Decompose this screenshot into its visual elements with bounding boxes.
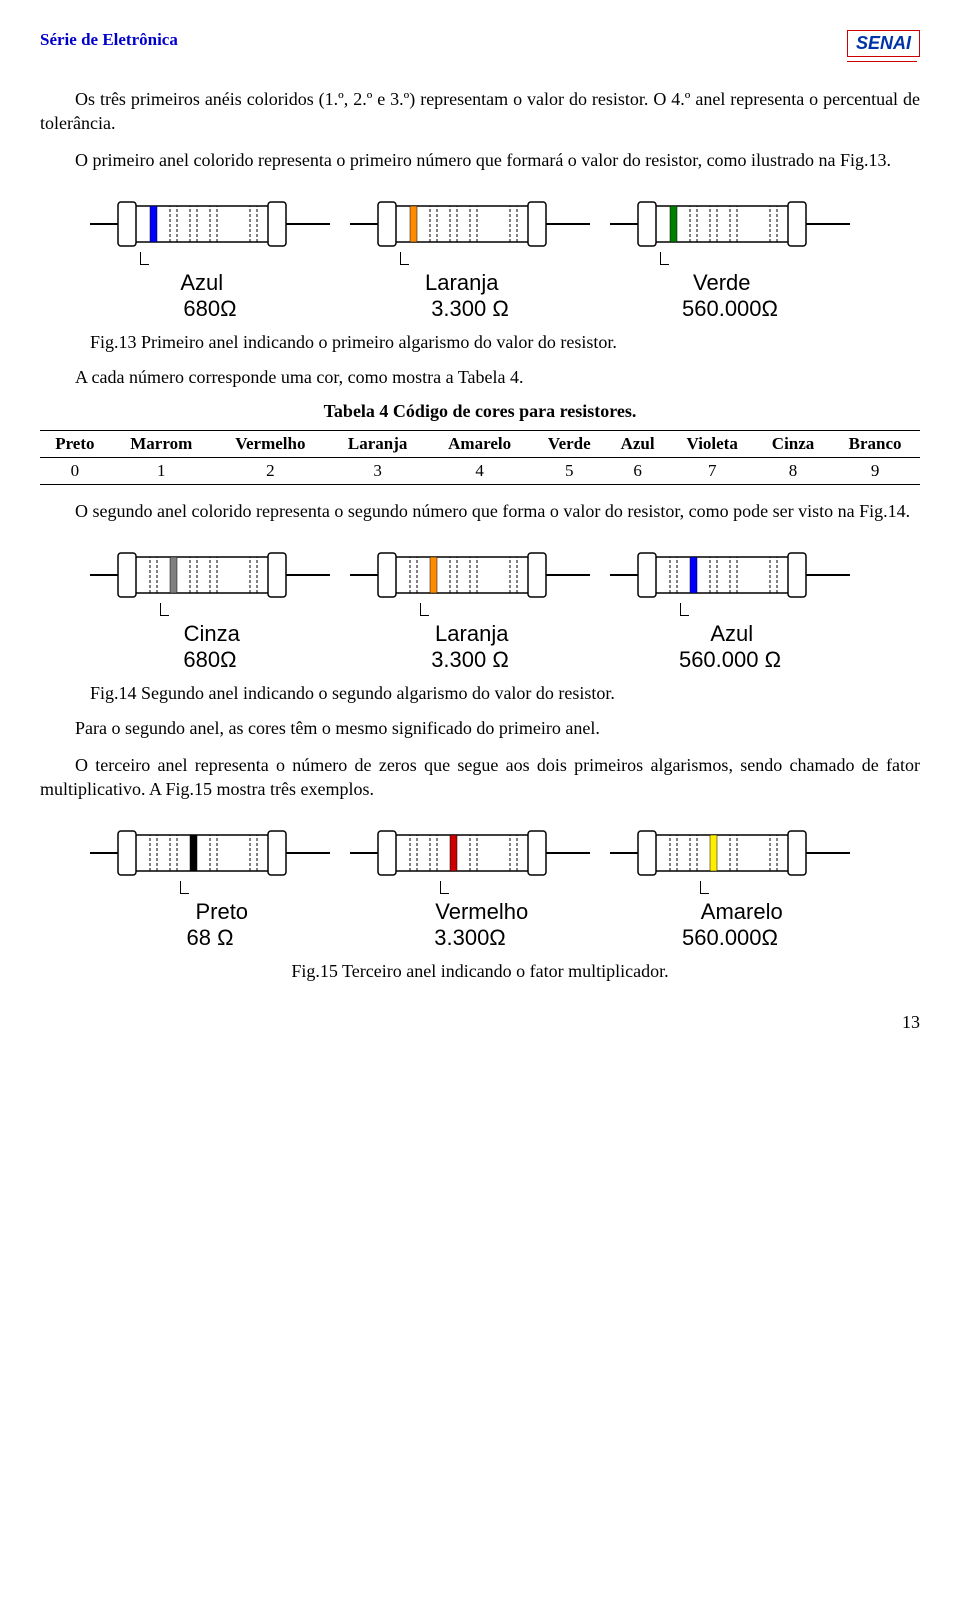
table-header-cell: Laranja — [328, 431, 427, 458]
table-value-cell: 5 — [532, 458, 607, 485]
table-value-cell: 0 — [40, 458, 110, 485]
color-label: Laranja — [425, 270, 498, 296]
logo-wrap: SENAI — [847, 30, 920, 62]
table-header-cell: Vermelho — [213, 431, 328, 458]
resistance-value: 3.300 Ω — [431, 647, 509, 673]
table-header-cell: Preto — [40, 431, 110, 458]
resistor-block: Cinza680Ω — [80, 543, 340, 673]
table-value-cell: 7 — [669, 458, 756, 485]
table-value-cell: 1 — [110, 458, 213, 485]
paragraph-3: A cada número corresponde uma cor, como … — [40, 365, 920, 389]
header-title: Série de Eletrônica — [40, 30, 178, 50]
table-value-cell: 6 — [607, 458, 669, 485]
pointer-connector — [340, 881, 600, 899]
figure-14: Cinza680ΩLaranja3.300 ΩAzul560.000 Ω — [80, 543, 860, 673]
table-header-cell: Verde — [532, 431, 607, 458]
figure-13: Azul680ΩLaranja3.300 ΩVerde560.000Ω — [80, 192, 860, 322]
table-value-row: 0123456789 — [40, 458, 920, 485]
table-header-cell: Violeta — [669, 431, 756, 458]
caption-fig13: Fig.13 Primeiro anel indicando o primeir… — [90, 332, 920, 353]
color-label: Preto — [195, 899, 248, 925]
resistor-icon — [610, 543, 850, 603]
resistor-block: Azul560.000 Ω — [600, 543, 860, 673]
pointer-connector — [80, 603, 340, 621]
figure-15: Preto68 ΩVermelho3.300ΩAmarelo560.000Ω — [80, 821, 860, 951]
color-label: Azul — [710, 621, 753, 647]
table-value-cell: 3 — [328, 458, 427, 485]
caption-tab4: Tabela 4 Código de cores para resistores… — [40, 401, 920, 422]
pointer-connector — [340, 252, 600, 270]
color-label: Vermelho — [435, 899, 528, 925]
resistor-block: Vermelho3.300Ω — [340, 821, 600, 951]
table-header-cell: Amarelo — [427, 431, 531, 458]
logo-underline — [847, 58, 917, 62]
paragraph-2: O primeiro anel colorido representa o pr… — [40, 148, 920, 172]
table-header-cell: Azul — [607, 431, 669, 458]
pointer-connector — [80, 881, 340, 899]
pointer-connector — [600, 881, 860, 899]
resistance-value: 680Ω — [183, 296, 236, 322]
resistance-value: 3.300Ω — [434, 925, 506, 951]
resistor-block: Amarelo560.000Ω — [600, 821, 860, 951]
color-label: Amarelo — [701, 899, 783, 925]
color-label: Cinza — [184, 621, 240, 647]
resistance-value: 68 Ω — [186, 925, 233, 951]
table-header-row: PretoMarromVermelhoLaranjaAmareloVerdeAz… — [40, 431, 920, 458]
pointer-connector — [600, 603, 860, 621]
resistor-icon — [90, 192, 330, 252]
resistor-block: Laranja3.300 Ω — [340, 543, 600, 673]
resistor-icon — [90, 543, 330, 603]
table-4: PretoMarromVermelhoLaranjaAmareloVerdeAz… — [40, 430, 920, 485]
pointer-connector — [340, 603, 600, 621]
resistance-value: 3.300 Ω — [431, 296, 509, 322]
resistor-block: Verde560.000Ω — [600, 192, 860, 322]
color-label: Azul — [180, 270, 223, 296]
pointer-connector — [600, 252, 860, 270]
resistor-icon — [610, 192, 850, 252]
resistor-icon — [350, 543, 590, 603]
resistor-icon — [90, 821, 330, 881]
table-value-cell: 4 — [427, 458, 531, 485]
caption-fig15: Fig.15 Terceiro anel indicando o fator m… — [40, 961, 920, 982]
paragraph-4: O segundo anel colorido representa o seg… — [40, 499, 920, 523]
resistor-block: Azul680Ω — [80, 192, 340, 322]
resistance-value: 560.000Ω — [682, 925, 778, 951]
resistor-block: Preto68 Ω — [80, 821, 340, 951]
resistance-value: 560.000 Ω — [679, 647, 781, 673]
table-header-cell: Branco — [830, 431, 920, 458]
pointer-connector — [80, 252, 340, 270]
resistor-icon — [350, 821, 590, 881]
paragraph-1: Os três primeiros anéis coloridos (1.º, … — [40, 87, 920, 136]
resistor-icon — [610, 821, 850, 881]
resistance-value: 560.000Ω — [682, 296, 778, 322]
paragraph-6: O terceiro anel representa o número de z… — [40, 753, 920, 802]
table-value-cell: 2 — [213, 458, 328, 485]
page-header: Série de Eletrônica SENAI — [40, 30, 920, 62]
paragraph-5: Para o segundo anel, as cores têm o mesm… — [40, 716, 920, 740]
caption-fig14: Fig.14 Segundo anel indicando o segundo … — [90, 683, 920, 704]
resistance-value: 680Ω — [183, 647, 236, 673]
table-value-cell: 8 — [756, 458, 830, 485]
table-value-cell: 9 — [830, 458, 920, 485]
senai-logo: SENAI — [847, 30, 920, 57]
table-header-cell: Cinza — [756, 431, 830, 458]
color-label: Verde — [693, 270, 751, 296]
page-number: 13 — [40, 1012, 920, 1033]
resistor-icon — [350, 192, 590, 252]
table-header-cell: Marrom — [110, 431, 213, 458]
resistor-block: Laranja3.300 Ω — [340, 192, 600, 322]
color-label: Laranja — [435, 621, 508, 647]
